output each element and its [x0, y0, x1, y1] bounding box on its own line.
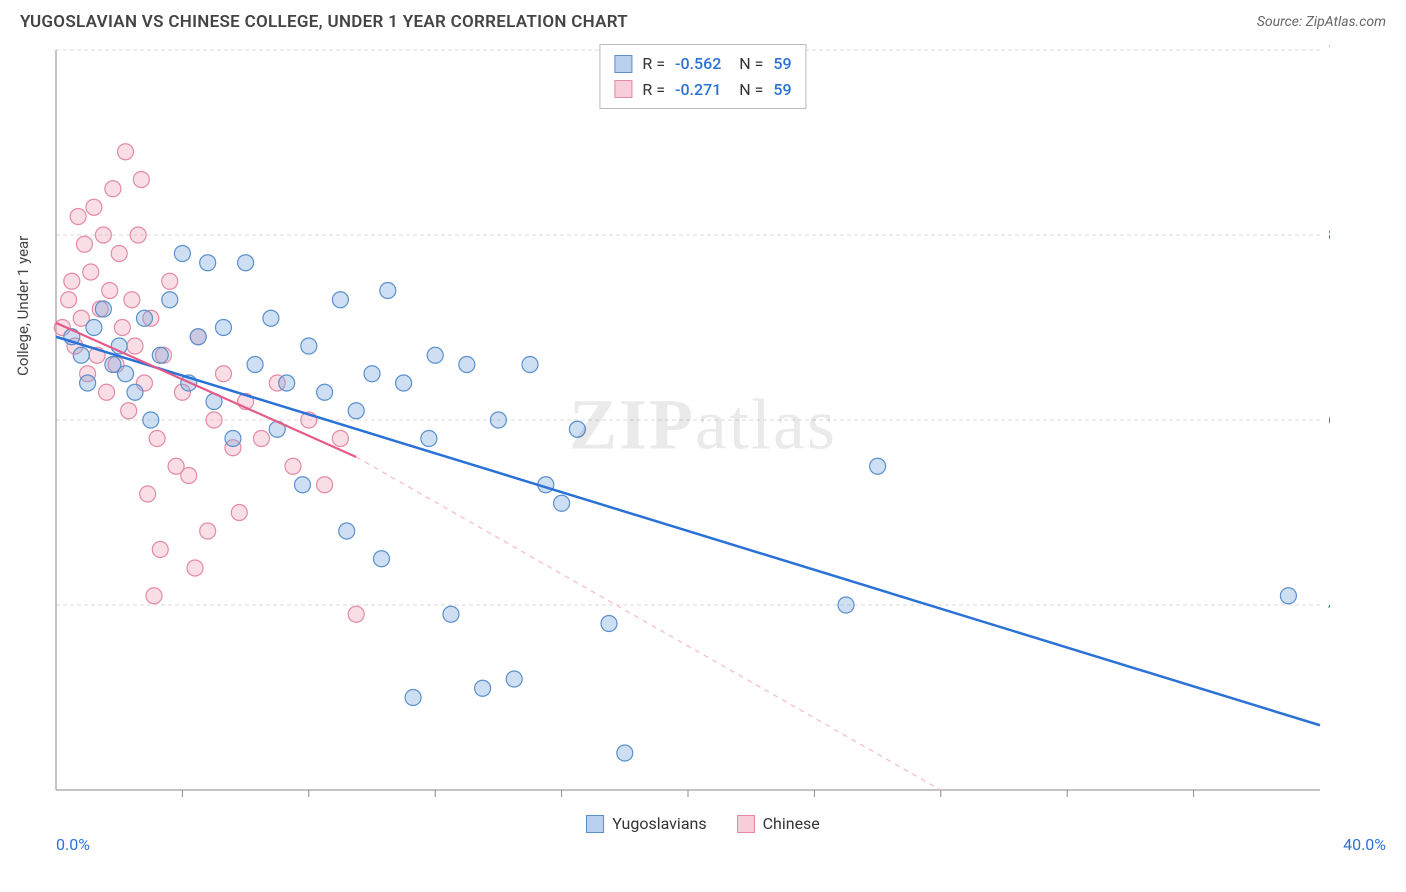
x-tick-label: 0.0%: [56, 835, 90, 854]
legend-swatch-icon: [737, 815, 755, 833]
n-value: 59: [773, 51, 791, 77]
legend-row: R = -0.271 N = 59: [614, 77, 791, 103]
legend-item-yugoslavians: Yugoslavians: [586, 814, 706, 833]
legend-label: Chinese: [763, 814, 820, 833]
legend-label: Yugoslavians: [612, 814, 706, 833]
n-value: 59: [773, 77, 791, 103]
r-value: -0.271: [675, 77, 721, 103]
svg-text:60.0%: 60.0%: [1328, 410, 1330, 429]
x-tick-label: 40.0%: [1343, 835, 1386, 854]
legend-swatch-chinese: [614, 80, 632, 98]
x-axis-labels: 0.0% 40.0%: [56, 835, 1386, 854]
legend-swatch-yugoslavians: [614, 55, 632, 73]
legend-row: R = -0.562 N = 59: [614, 51, 791, 77]
series-legend: Yugoslavians Chinese: [0, 814, 1406, 833]
chart-title: YUGOSLAVIAN VS CHINESE COLLEGE, UNDER 1 …: [20, 12, 628, 32]
legend-item-chinese: Chinese: [737, 814, 820, 833]
svg-text:80.0%: 80.0%: [1328, 225, 1330, 244]
legend-swatch-icon: [586, 815, 604, 833]
svg-text:40.0%: 40.0%: [1328, 595, 1330, 614]
scatter-chart: 40.0% 60.0% 80.0% 100.0%: [20, 40, 1330, 810]
y-axis-label: College, Under 1 year: [14, 236, 32, 376]
chart-container: College, Under 1 year ZIPatlas R = -0.56…: [20, 40, 1386, 810]
correlation-legend: R = -0.562 N = 59 R = -0.271 N = 59: [599, 44, 806, 109]
r-value: -0.562: [675, 51, 721, 77]
svg-text:100.0%: 100.0%: [1328, 40, 1330, 59]
source-credit: Source: ZipAtlas.com: [1257, 14, 1386, 30]
